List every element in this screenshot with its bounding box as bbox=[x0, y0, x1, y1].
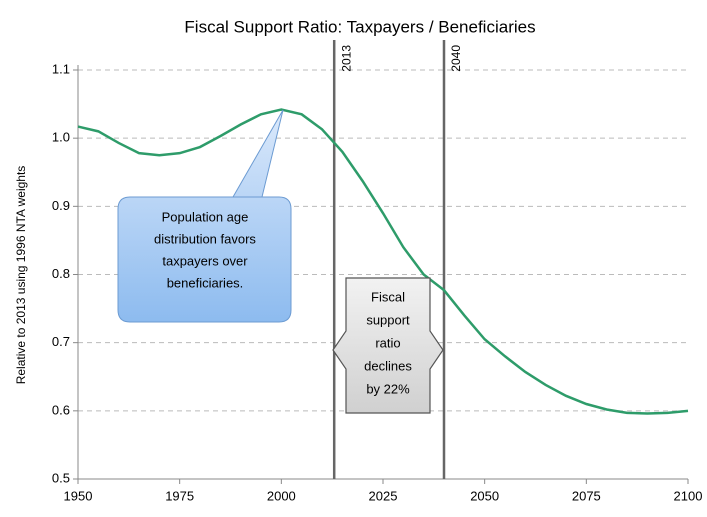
reference-label: 2040 bbox=[449, 45, 463, 72]
x-tick-label: 1950 bbox=[64, 488, 93, 503]
x-tick-label: 2025 bbox=[369, 488, 398, 503]
y-tick-label: 0.8 bbox=[52, 266, 70, 281]
annotation-text: beneficiaries. bbox=[167, 275, 244, 290]
annotation-text: Population age bbox=[162, 209, 249, 224]
annotation-text: ratio bbox=[375, 335, 400, 350]
annotation-text: taxpayers over bbox=[162, 253, 248, 268]
line-series bbox=[77, 108, 689, 415]
callout-shape bbox=[117, 109, 292, 323]
x-tick-label: 2050 bbox=[470, 488, 499, 503]
x-tick-label: 2100 bbox=[674, 488, 703, 503]
x-tick-label: 2000 bbox=[267, 488, 296, 503]
annotation-text: support bbox=[366, 312, 410, 327]
y-tick-label: 1.1 bbox=[52, 61, 70, 76]
annotation-text: declines bbox=[364, 358, 412, 373]
decline-arrow-box bbox=[332, 277, 444, 414]
y-tick-label: 1.0 bbox=[52, 130, 70, 145]
x-tick-label: 1975 bbox=[165, 488, 194, 503]
y-axis-label: Relative to 2013 using 1996 NTA weights bbox=[14, 166, 28, 385]
reference-label: 2013 bbox=[339, 45, 353, 72]
annotation-text: by 22% bbox=[366, 381, 410, 396]
annotation-text: Fiscal bbox=[371, 289, 405, 304]
y-tick-label: 0.7 bbox=[52, 334, 70, 349]
annotation-text: distribution favors bbox=[154, 231, 256, 246]
x-tick-label: 2075 bbox=[572, 488, 601, 503]
y-tick-label: 0.9 bbox=[52, 198, 70, 213]
y-tick-label: 0.6 bbox=[52, 402, 70, 417]
y-tick-label: 0.5 bbox=[52, 470, 70, 485]
chart-title: Fiscal Support Ratio: Taxpayers / Benefi… bbox=[184, 17, 535, 36]
